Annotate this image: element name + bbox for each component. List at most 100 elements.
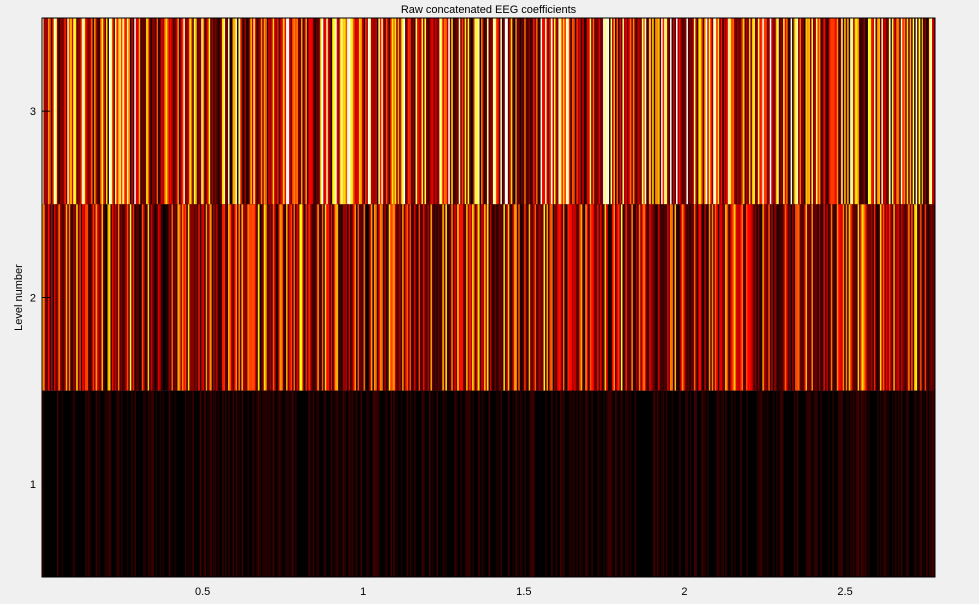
heatmap-cell: [838, 18, 840, 205]
heatmap-cell: [701, 18, 704, 205]
heatmap-cell: [710, 204, 712, 391]
heatmap-cell: [290, 204, 293, 391]
heatmap-cell: [199, 204, 202, 391]
heatmap-cell: [184, 390, 187, 577]
heatmap-cell: [692, 204, 695, 391]
heatmap-cell: [750, 204, 753, 391]
heatmap-cell: [817, 18, 820, 205]
heatmap-cell: [489, 204, 492, 391]
heatmap-cell: [192, 18, 195, 205]
heatmap-cell: [269, 18, 272, 205]
heatmap-cell: [866, 18, 869, 205]
heatmap-cell: [116, 18, 119, 205]
heatmap-cell: [725, 18, 727, 205]
heatmap-cell: [384, 18, 387, 205]
heatmap-cell: [342, 390, 345, 577]
heatmap-cell: [787, 204, 790, 391]
heatmap-cell: [180, 18, 183, 205]
heatmap-cell: [220, 204, 223, 391]
heatmap-cell: [549, 204, 552, 391]
heatmap-cell: [219, 204, 221, 391]
heatmap-cell: [701, 390, 704, 577]
heatmap-cell: [885, 390, 888, 577]
heatmap-cell: [170, 390, 172, 577]
heatmap-cell: [512, 18, 515, 205]
heatmap-cell: [634, 390, 637, 577]
heatmap-cell: [143, 390, 145, 577]
heatmap-cell: [309, 204, 312, 391]
heatmap-cell: [796, 390, 799, 577]
heatmap-cell: [795, 18, 797, 205]
heatmap-cell: [281, 18, 284, 205]
heatmap-cell: [210, 18, 212, 205]
heatmap-cell: [559, 18, 562, 205]
heatmap-cell: [424, 204, 427, 391]
heatmap-cell: [923, 18, 925, 205]
heatmap-cell: [350, 390, 352, 577]
heatmap-cell: [750, 18, 753, 205]
heatmap-cell: [737, 204, 739, 391]
heatmap-cell: [533, 18, 535, 205]
heatmap-cell: [912, 204, 915, 391]
heatmap-cell: [186, 18, 189, 205]
heatmap-cell: [403, 204, 406, 391]
heatmap-cell: [573, 204, 576, 391]
heatmap-cell: [143, 204, 145, 391]
heatmap-cell: [824, 204, 827, 391]
heatmap-cell: [360, 18, 363, 205]
heatmap-cell: [198, 204, 201, 391]
heatmap-cell: [106, 18, 108, 205]
heatmap-cell: [353, 204, 355, 391]
heatmap-cell: [677, 18, 680, 205]
heatmap-cell: [375, 390, 378, 577]
heatmap-cell: [933, 390, 936, 577]
heatmap-cell: [238, 18, 241, 205]
heatmap-cell: [430, 18, 433, 205]
heatmap-cell: [414, 18, 416, 205]
heatmap-cell: [107, 390, 110, 577]
heatmap-cell: [793, 18, 796, 205]
heatmap-cell: [436, 390, 439, 577]
heatmap-cell: [787, 18, 790, 205]
heatmap-cell: [199, 390, 202, 577]
heatmap-cell: [114, 204, 117, 391]
heatmap-cell: [59, 18, 62, 205]
heatmap-cell: [487, 18, 489, 205]
heatmap-cell: [540, 18, 543, 205]
heatmap-cell: [647, 204, 650, 391]
heatmap-cell: [210, 390, 212, 577]
heatmap-cell: [129, 204, 132, 391]
heatmap-cell: [89, 204, 92, 391]
heatmap-cell: [452, 18, 455, 205]
heatmap-cell: [278, 204, 281, 391]
heatmap-cell: [768, 204, 771, 391]
heatmap-cell: [809, 204, 812, 391]
heatmap-cell: [312, 18, 315, 205]
heatmap-cell: [699, 204, 702, 391]
heatmap-cell: [662, 390, 665, 577]
heatmap-cell: [242, 18, 245, 205]
heatmap-cell: [543, 204, 546, 391]
heatmap-cell: [930, 390, 933, 577]
heatmap-cell: [525, 18, 528, 205]
heatmap-cell: [70, 18, 73, 205]
heatmap-cell: [812, 18, 815, 205]
heatmap-cell: [225, 390, 227, 577]
heatmap-cell: [579, 390, 582, 577]
heatmap-cell: [271, 390, 273, 577]
heatmap-cell: [905, 18, 907, 205]
heatmap-cell: [798, 18, 800, 205]
heatmap-cell: [591, 18, 593, 205]
heatmap-cell: [104, 18, 107, 205]
heatmap-cell: [431, 18, 434, 205]
heatmap-cell: [506, 204, 509, 391]
heatmap-cell: [702, 204, 705, 391]
heatmap-cell: [500, 204, 503, 391]
heatmap-cell: [766, 390, 769, 577]
heatmap-cell: [50, 204, 53, 391]
heatmap-cell: [326, 18, 329, 205]
heatmap-cell: [61, 390, 64, 577]
heatmap-cell: [692, 18, 695, 205]
heatmap-cell: [841, 204, 843, 391]
heatmap-bands: [42, 18, 936, 577]
